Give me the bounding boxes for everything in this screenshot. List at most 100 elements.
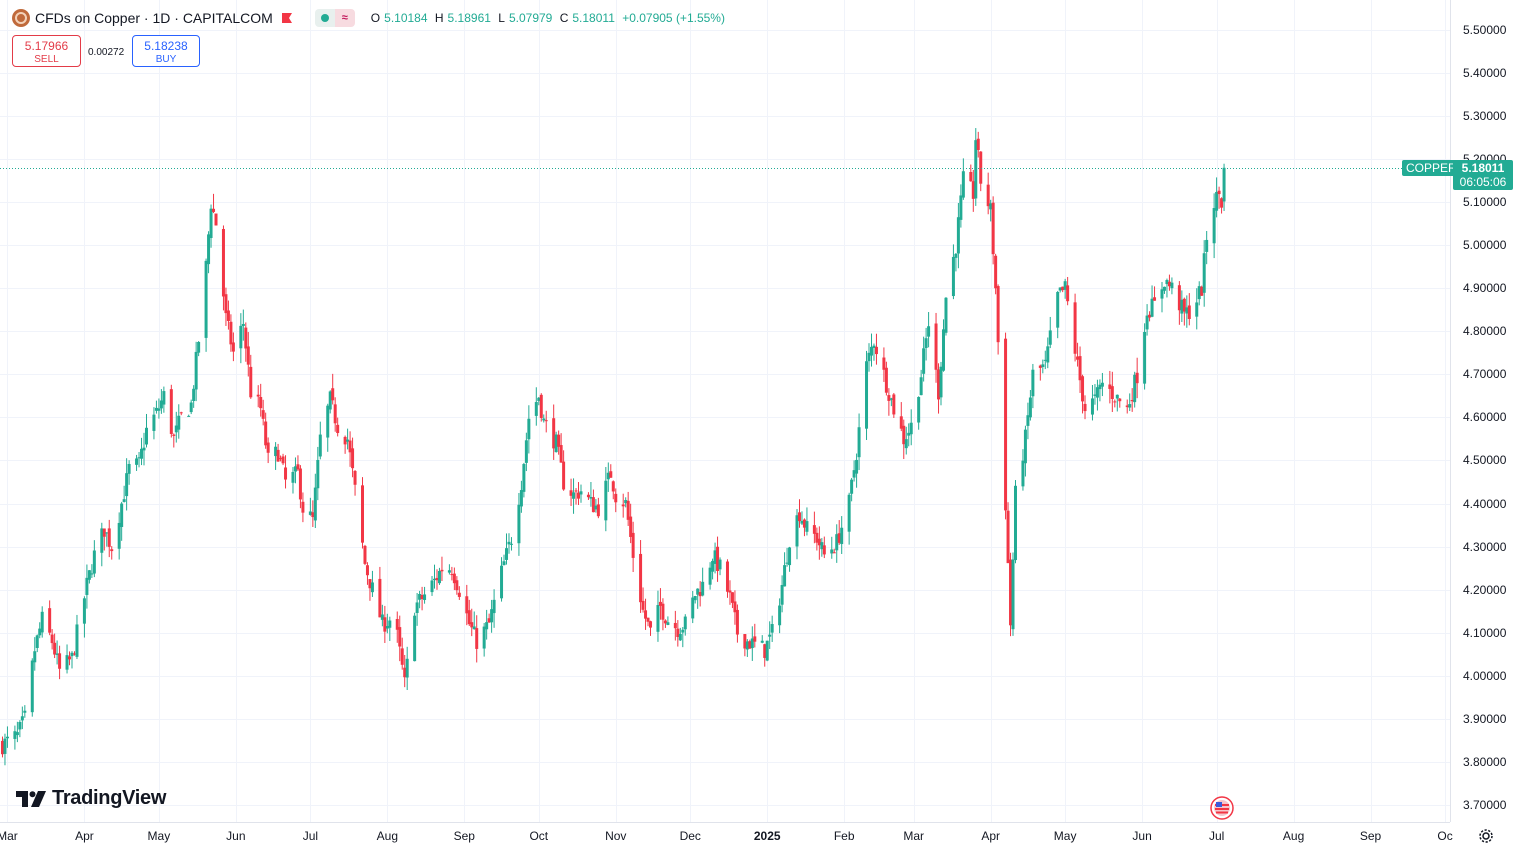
candle-up — [1222, 167, 1226, 202]
time-tick-label: 2025 — [753, 829, 781, 843]
candle-up — [105, 532, 109, 534]
candle-down — [1083, 403, 1087, 412]
gear-icon[interactable] — [1476, 826, 1496, 846]
candle-up — [308, 511, 312, 515]
time-tick-label: May — [147, 829, 171, 843]
candle-up — [385, 626, 389, 629]
candle-up — [974, 140, 978, 199]
time-tick-label: Aug — [376, 829, 399, 843]
candle-down — [1004, 338, 1008, 511]
candle-down — [646, 617, 650, 622]
candle-down — [368, 579, 372, 589]
candle-down — [1187, 305, 1191, 319]
candle-up — [708, 567, 712, 585]
candle-up — [800, 520, 804, 524]
candle-down — [266, 442, 270, 453]
candle-down — [351, 448, 355, 469]
change-value: +0.07905 (+1.55%) — [622, 11, 725, 25]
us-economic-event-icon[interactable] — [1210, 796, 1234, 820]
candle-down — [902, 425, 906, 445]
candle-up — [127, 463, 131, 474]
candle-up — [867, 352, 871, 362]
buy-button[interactable]: 5.18238 BUY — [132, 35, 200, 67]
candle-up — [122, 499, 126, 502]
candle-up — [433, 578, 437, 581]
candle-down — [467, 610, 471, 625]
candle-down — [1135, 372, 1139, 384]
candle-up — [783, 565, 787, 587]
candle-up — [907, 432, 911, 436]
candle-down — [621, 504, 625, 507]
candle-up — [85, 577, 89, 595]
candle-down — [644, 610, 648, 619]
candle-down — [884, 367, 888, 393]
candle-down — [348, 440, 352, 453]
tradingview-logo[interactable]: TradingView — [16, 787, 166, 810]
candle-up — [666, 622, 670, 625]
candle-up — [1197, 286, 1201, 300]
price-axis[interactable]: 5.500005.400005.300005.200005.100005.000… — [1450, 0, 1520, 822]
candle-up — [795, 515, 799, 547]
candle-down — [812, 525, 816, 534]
candle-up — [1013, 485, 1017, 561]
candle-down — [311, 512, 315, 518]
indicator-wave-icon[interactable]: ≈ — [334, 9, 355, 27]
candle-up — [125, 473, 129, 497]
candle-up — [430, 580, 434, 593]
candle-down — [48, 608, 52, 633]
candle-down — [743, 634, 747, 649]
last-price-tag: 5.18011 06:05:06 — [1453, 160, 1513, 190]
candle-up — [927, 326, 931, 337]
symbol-title[interactable]: CFDs on Copper · 1D · CAPITALCOM — [35, 10, 273, 26]
candle-up — [1195, 302, 1199, 317]
candle-down — [887, 395, 891, 401]
candle-up — [405, 658, 409, 678]
candle-down — [1182, 298, 1186, 312]
sell-price: 5.17966 — [24, 39, 69, 53]
candle-up — [415, 602, 419, 613]
time-tick-label: Jul — [1208, 829, 1225, 843]
price-tick-label: 4.30000 — [1463, 539, 1507, 554]
candle-up — [889, 398, 893, 400]
candle-up — [524, 440, 528, 463]
price-tick-label: 5.40000 — [1463, 66, 1507, 81]
sell-button[interactable]: 5.17966 SELL — [12, 35, 81, 67]
candle-up — [594, 505, 598, 510]
candle-up — [30, 660, 34, 713]
time-axis[interactable]: Mar Apr May Jun Jul Aug Sep Oct Nov Dec 2025 Feb Mar… — [0, 822, 1453, 853]
candle-down — [730, 592, 734, 603]
candle-up — [855, 459, 859, 474]
candle-down — [336, 424, 340, 434]
candle-up — [192, 388, 196, 402]
chart-plot-area[interactable] — [0, 0, 1450, 822]
candle-down — [0, 740, 4, 755]
candle-down — [899, 416, 903, 429]
candle-down — [649, 621, 653, 628]
candle-up — [760, 640, 764, 643]
candle-down — [609, 471, 613, 478]
market-status-icon[interactable] — [314, 9, 335, 27]
candle-up — [490, 609, 494, 623]
brand-name: TradingView — [52, 787, 167, 809]
candle-up — [805, 521, 809, 532]
candle-down — [301, 501, 305, 513]
price-tick-label: 4.70000 — [1463, 367, 1507, 382]
candle-up — [961, 171, 965, 198]
flag-icon[interactable] — [281, 12, 293, 24]
candle-down — [639, 553, 643, 603]
candle-down — [725, 561, 729, 592]
candle-up — [157, 408, 161, 411]
candle-down — [214, 213, 218, 226]
candle-up — [852, 470, 856, 478]
candle-up — [509, 543, 513, 545]
candle-up — [696, 588, 700, 595]
candle-down — [934, 323, 938, 370]
candle-down — [279, 458, 283, 460]
candle-down — [1217, 190, 1221, 195]
candle-up — [346, 439, 350, 442]
candle-down — [383, 617, 387, 632]
candle-down — [574, 490, 578, 492]
candle-up — [872, 345, 876, 348]
candle-up — [162, 391, 166, 405]
candle-up — [1212, 208, 1216, 244]
